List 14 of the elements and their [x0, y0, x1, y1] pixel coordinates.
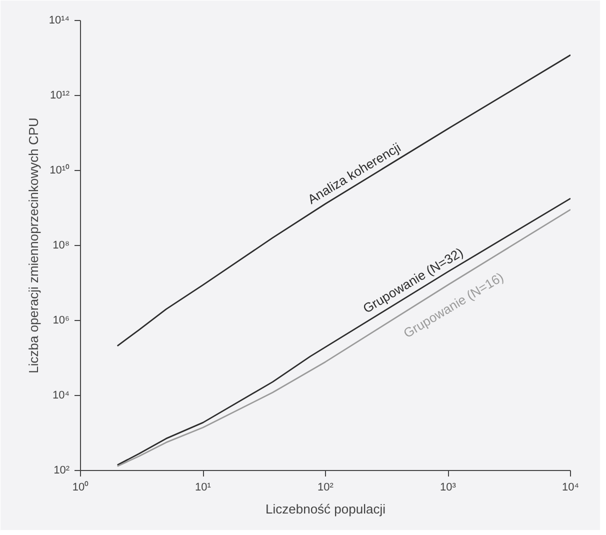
- y-tick-label: 10⁶: [52, 314, 70, 326]
- y-tick-label: 10²: [54, 464, 70, 476]
- x-tick-label: 10¹: [195, 482, 212, 494]
- x-axis-title: Liczebność populacji: [266, 502, 386, 516]
- y-tick-label: 10⁴: [52, 390, 70, 402]
- y-tick-label: 10¹²: [50, 90, 70, 102]
- x-tick-label: 10⁴: [562, 482, 580, 494]
- y-axis-title: Liczba operacji zmiennoprzecinkowych CPU: [26, 118, 41, 374]
- x-tick-label: 10²: [318, 482, 334, 494]
- y-tick-label: 10⁸: [52, 240, 70, 252]
- y-tick-label: 10¹⁴: [48, 14, 70, 26]
- x-tick-label: 10⁰: [72, 480, 89, 494]
- x-tick-label: 10³: [440, 482, 456, 494]
- y-tick-label: 10¹⁰: [50, 164, 70, 176]
